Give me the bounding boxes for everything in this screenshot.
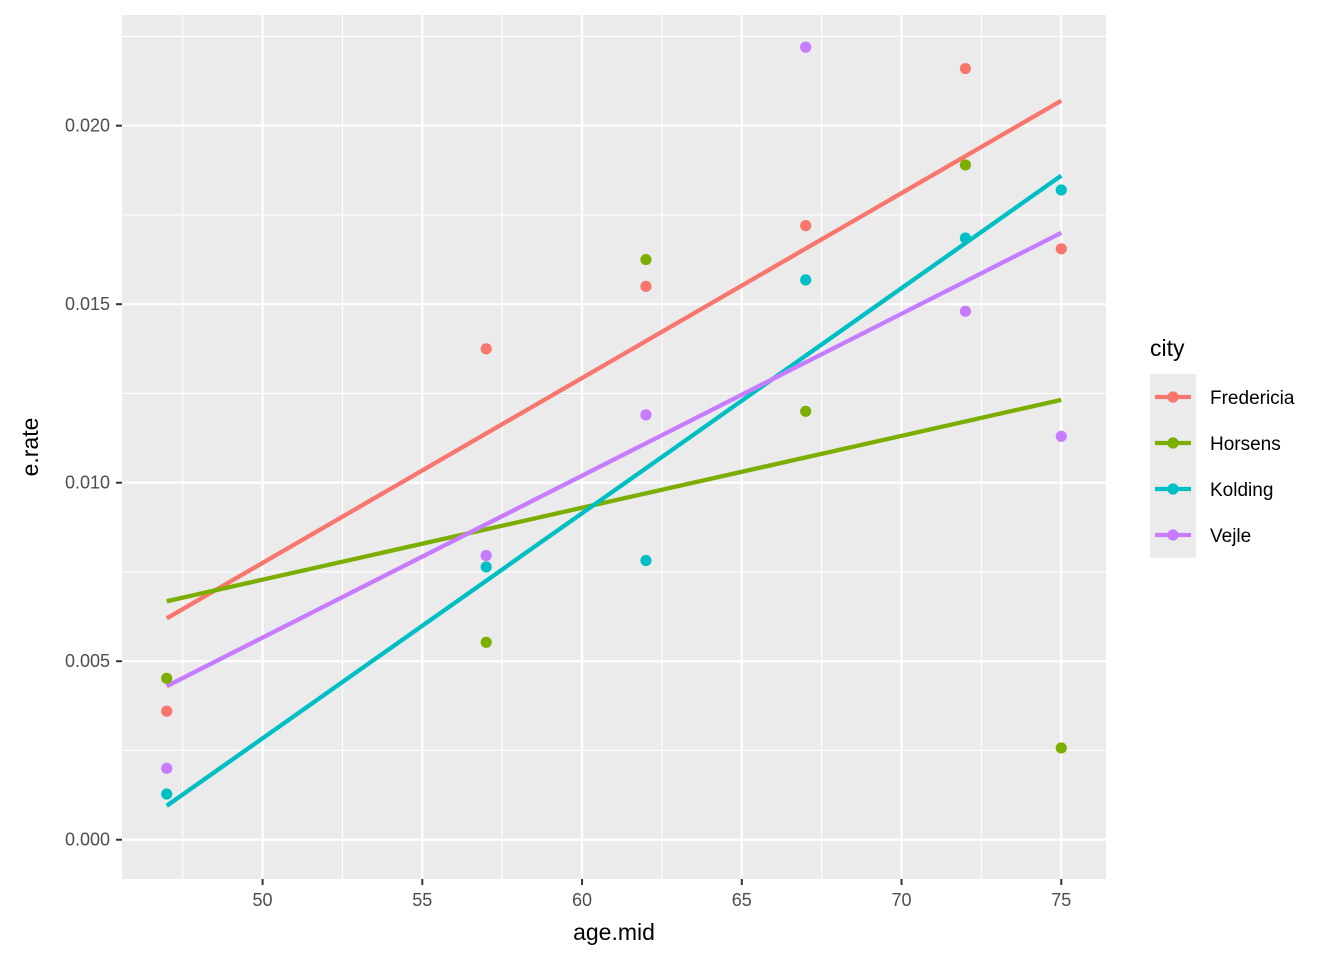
point-horsens [800, 405, 812, 417]
y-axis: 0.000 0.005 0.010 0.015 0.020 [65, 116, 122, 850]
point-vejle [800, 41, 812, 53]
legend-key-point [1167, 529, 1179, 541]
legend-label: Horsens [1210, 434, 1281, 455]
fit-line-kolding [165, 173, 1063, 808]
y-tick-label: 0.020 [65, 116, 110, 136]
point-horsens [1055, 742, 1067, 754]
legend-title: city [1150, 335, 1185, 361]
y-tick-label: 0.015 [65, 294, 110, 314]
point-horsens [959, 159, 972, 171]
fit-lines [165, 98, 1063, 808]
x-tick-label: 55 [412, 890, 432, 910]
point-kolding [161, 788, 173, 800]
point-vejle [161, 762, 173, 774]
point-vejle [1055, 430, 1067, 442]
point-fredericia [959, 62, 972, 75]
point-horsens [640, 253, 652, 266]
legend-item-horsens: Horsens [1150, 420, 1281, 466]
fit-line-vejle [165, 230, 1063, 689]
point-fredericia [1055, 243, 1067, 255]
point-vejle [640, 409, 652, 421]
point-kolding [640, 554, 652, 567]
x-tick-label: 60 [572, 890, 592, 910]
y-tick-label: 0.005 [65, 651, 110, 671]
legend-item-fredericia: Fredericia [1150, 374, 1295, 420]
point-horsens [480, 636, 492, 648]
point-vejle [959, 305, 972, 317]
panel-background [122, 15, 1106, 879]
legend-item-vejle: Vejle [1150, 512, 1251, 558]
fit-line-horsens [166, 397, 1062, 604]
point-vejle [480, 549, 492, 562]
point-kolding [959, 232, 972, 244]
x-tick-label: 65 [732, 890, 752, 910]
x-axis: 50 55 60 65 70 75 [253, 879, 1071, 910]
point-kolding [480, 561, 492, 573]
major-gridlines [122, 15, 1106, 879]
x-axis-title: age.mid [573, 919, 655, 945]
legend-key-point [1167, 437, 1179, 449]
legend-label: Fredericia [1210, 388, 1295, 409]
y-tick-label: 0.010 [65, 473, 110, 493]
point-fredericia [161, 705, 173, 717]
point-kolding [800, 274, 812, 286]
point-fredericia [800, 220, 812, 232]
x-tick-label: 70 [892, 890, 912, 910]
x-tick-label: 75 [1051, 890, 1071, 910]
point-horsens [161, 672, 173, 684]
y-tick-label: 0.000 [65, 830, 110, 850]
legend-key-point [1167, 483, 1179, 495]
minor-gridlines [122, 15, 1106, 879]
fit-line-fredericia [165, 98, 1063, 621]
legend-item-kolding: Kolding [1150, 466, 1273, 512]
data-points [161, 41, 1067, 800]
legend: city Fredericia Horsens Kolding Vejle [1150, 335, 1295, 558]
y-axis-title: e.rate [17, 418, 43, 477]
legend-label: Vejle [1210, 526, 1251, 547]
legend-key-point [1167, 391, 1179, 403]
legend-label: Kolding [1210, 480, 1273, 501]
point-fredericia [640, 280, 652, 292]
point-fredericia [480, 343, 492, 355]
point-kolding [1055, 184, 1067, 196]
x-tick-label: 50 [253, 890, 273, 910]
